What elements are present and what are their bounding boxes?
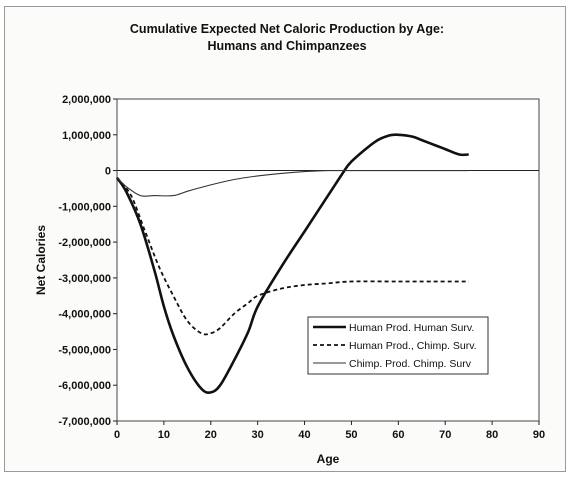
x-tick-label: 50 [345,429,357,441]
y-axis-title: Net Calories [34,225,48,295]
x-tick-label: 80 [486,429,498,441]
x-axis-title: Age [317,452,340,466]
x-tick-label: 30 [252,429,264,441]
series-line-human-prod-chimp-surv [116,177,469,336]
x-tick-label: 10 [158,429,170,441]
x-tick-label: 60 [392,429,404,441]
y-tick-label: -5,000,000 [58,344,111,356]
x-tick-label: 20 [205,429,217,441]
chart-title: Cumulative Expected Net Caloric Producti… [129,22,445,36]
x-tick-label: 0 [114,429,120,441]
legend-label: Human Prod. Human Surv. [349,322,474,334]
y-tick-label: -6,000,000 [58,380,111,392]
y-tick-label: -3,000,000 [58,273,111,285]
y-tick-label: 2,000,000 [62,94,111,106]
chart-subtitle: Humans and Chimpanzees [207,39,367,53]
x-tick-label: 90 [533,429,545,441]
legend-label: Chimp. Prod. Chimp. Surv [349,358,472,370]
y-tick-label: 0 [105,166,111,178]
x-tick-label: 70 [439,429,451,441]
legend-label: Human Prod., Chimp. Surv. [349,340,477,352]
y-tick-label: -2,000,000 [58,237,111,249]
y-tick-label: -1,000,000 [58,201,111,213]
series-line-chimp-prod-chimp-surv [116,169,469,197]
x-tick-label: 40 [298,429,310,441]
y-tick-label: -7,000,000 [58,416,111,428]
y-tick-label: -4,000,000 [58,309,111,321]
y-tick-label: 1,000,000 [62,130,111,142]
series-line-human-prod-human-surv [115,133,469,394]
